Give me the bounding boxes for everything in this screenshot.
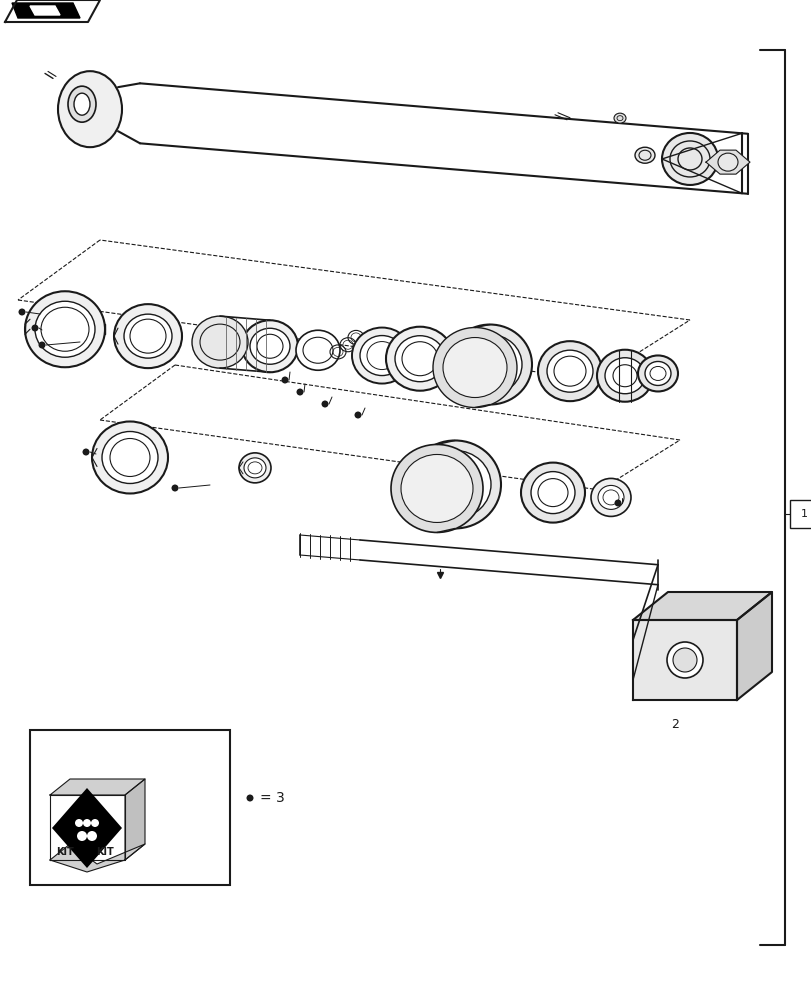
Text: = 3: = 3: [260, 791, 285, 805]
Ellipse shape: [243, 458, 266, 478]
Polygon shape: [633, 592, 771, 620]
Ellipse shape: [457, 335, 521, 395]
Circle shape: [19, 308, 25, 316]
Circle shape: [83, 819, 91, 827]
Ellipse shape: [538, 341, 601, 401]
Circle shape: [87, 831, 97, 841]
Ellipse shape: [296, 330, 340, 370]
Ellipse shape: [661, 133, 717, 185]
Polygon shape: [30, 6, 60, 15]
Ellipse shape: [443, 338, 506, 398]
Circle shape: [77, 831, 87, 841]
Circle shape: [91, 819, 99, 827]
Ellipse shape: [250, 328, 290, 364]
Text: KIT: KIT: [56, 847, 74, 857]
Polygon shape: [50, 779, 145, 795]
Ellipse shape: [114, 304, 182, 368]
Polygon shape: [12, 3, 80, 18]
Ellipse shape: [717, 153, 737, 171]
Ellipse shape: [530, 472, 574, 514]
Ellipse shape: [92, 421, 168, 493]
Ellipse shape: [68, 86, 96, 122]
Ellipse shape: [432, 328, 517, 408]
Polygon shape: [5, 0, 100, 22]
Ellipse shape: [644, 361, 670, 385]
Ellipse shape: [613, 113, 625, 123]
Ellipse shape: [596, 350, 652, 402]
Ellipse shape: [124, 314, 172, 358]
Ellipse shape: [351, 328, 411, 384]
Ellipse shape: [102, 431, 158, 483]
Ellipse shape: [418, 450, 491, 518]
Circle shape: [354, 412, 361, 418]
Ellipse shape: [242, 320, 298, 372]
Ellipse shape: [35, 301, 95, 357]
Polygon shape: [52, 788, 122, 868]
Circle shape: [247, 794, 253, 801]
Circle shape: [32, 324, 38, 332]
Ellipse shape: [359, 336, 404, 376]
Circle shape: [83, 448, 89, 456]
Polygon shape: [633, 620, 736, 700]
Ellipse shape: [634, 147, 654, 163]
Ellipse shape: [191, 316, 247, 368]
Polygon shape: [705, 150, 749, 174]
Ellipse shape: [604, 358, 644, 394]
Text: 1: 1: [800, 509, 806, 519]
Polygon shape: [50, 795, 125, 860]
Ellipse shape: [238, 453, 271, 483]
Ellipse shape: [74, 93, 90, 115]
Ellipse shape: [547, 350, 592, 392]
Ellipse shape: [521, 463, 584, 523]
Text: KIT: KIT: [96, 847, 114, 857]
Ellipse shape: [637, 355, 677, 391]
Ellipse shape: [391, 444, 483, 532]
Ellipse shape: [385, 327, 453, 391]
Ellipse shape: [58, 71, 122, 147]
Circle shape: [171, 485, 178, 491]
Ellipse shape: [409, 440, 500, 528]
Ellipse shape: [666, 642, 702, 678]
Circle shape: [38, 342, 45, 349]
Circle shape: [296, 388, 303, 395]
Circle shape: [321, 400, 328, 408]
Polygon shape: [125, 779, 145, 860]
Circle shape: [75, 819, 83, 827]
Ellipse shape: [25, 291, 105, 367]
Ellipse shape: [672, 648, 696, 672]
Ellipse shape: [394, 336, 444, 382]
Ellipse shape: [597, 485, 623, 509]
Polygon shape: [736, 592, 771, 700]
Ellipse shape: [448, 325, 531, 405]
Ellipse shape: [401, 454, 473, 522]
Circle shape: [614, 499, 620, 506]
Text: 2: 2: [670, 718, 678, 731]
Circle shape: [281, 376, 288, 383]
Polygon shape: [50, 844, 145, 872]
Ellipse shape: [590, 478, 630, 516]
Bar: [30, 730, 230, 885]
Bar: [789, 500, 811, 528]
